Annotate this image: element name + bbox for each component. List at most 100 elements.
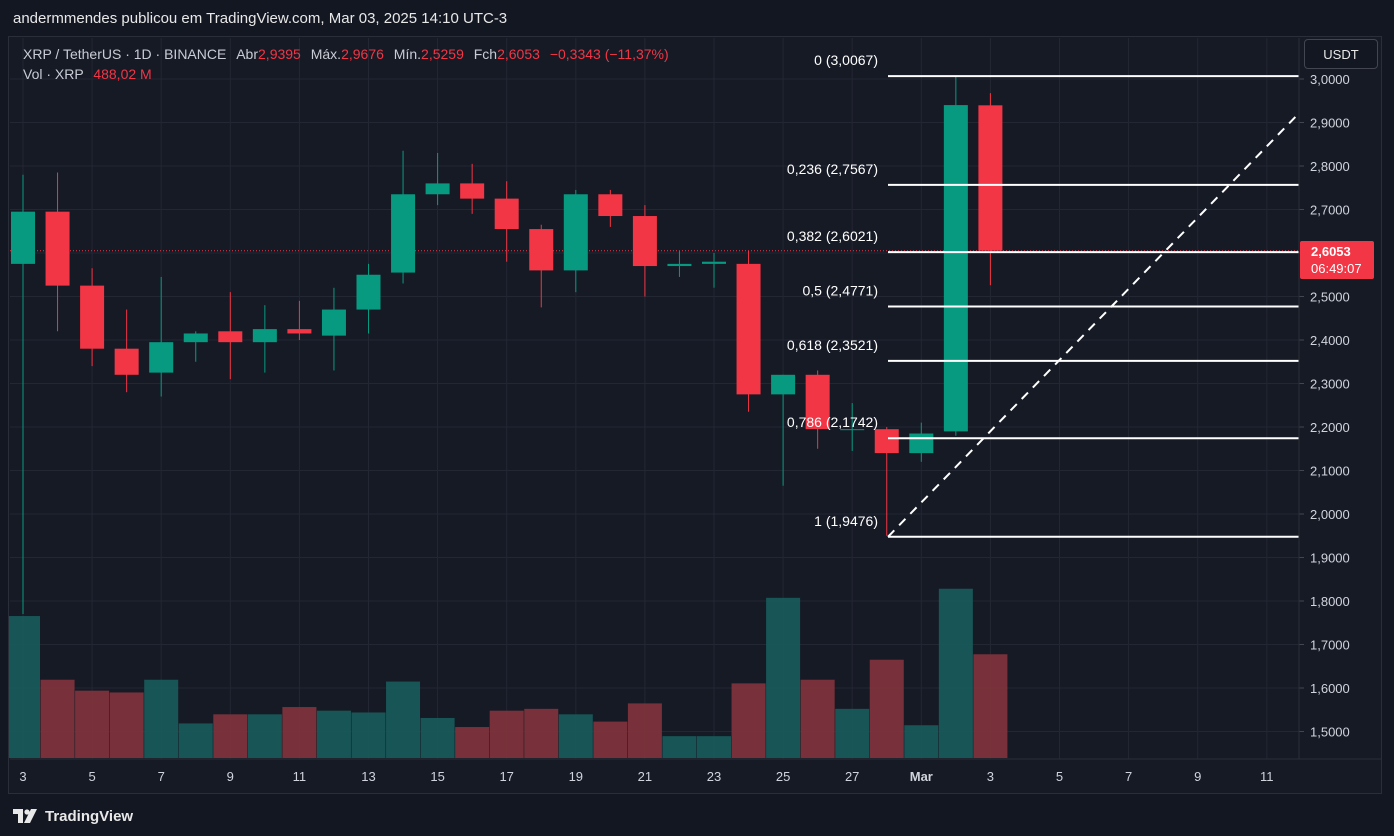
header-bar: andermmendes publicou em TradingView.com… bbox=[0, 0, 1394, 36]
brand-name: TradingView bbox=[45, 807, 134, 825]
time-axis-label: 9 bbox=[1194, 769, 1201, 784]
candle-body bbox=[736, 263, 761, 395]
price-axis-label: 2,2000 bbox=[1310, 420, 1350, 435]
candle-body bbox=[425, 183, 450, 195]
candle-body bbox=[287, 329, 312, 334]
low-label: Mín. bbox=[393, 46, 422, 62]
candle-body bbox=[149, 342, 174, 373]
volume-bar bbox=[213, 714, 248, 758]
price-axis-label: 1,7000 bbox=[1310, 638, 1350, 653]
close-value: 2,6053 bbox=[497, 46, 540, 62]
price-axis-label: 2,4000 bbox=[1310, 333, 1350, 348]
candle-body bbox=[11, 211, 35, 264]
brand-logo[interactable]: TradingView bbox=[13, 806, 133, 826]
volume-bar bbox=[627, 703, 662, 758]
candle-body bbox=[978, 105, 1003, 251]
time-axis-label: 11 bbox=[1260, 769, 1274, 784]
candle-body bbox=[702, 261, 726, 264]
volume-bar bbox=[697, 736, 731, 758]
price-axis-label: 2,0000 bbox=[1310, 507, 1350, 522]
time-axis-label: 7 bbox=[1125, 769, 1132, 784]
fib-level-label: 0,382 (2,6021) bbox=[787, 228, 878, 244]
volume-label[interactable]: Vol · XRP bbox=[23, 66, 84, 82]
candle-body bbox=[805, 374, 830, 430]
low-value: 2,5259 bbox=[421, 46, 464, 62]
candle-body bbox=[391, 194, 416, 273]
candles bbox=[11, 76, 1003, 615]
candle-body bbox=[45, 211, 70, 286]
volume-bar bbox=[351, 712, 386, 758]
currency-button[interactable]: USDT bbox=[1304, 39, 1378, 69]
time-axis-label: 13 bbox=[361, 769, 375, 784]
fib-trend-line bbox=[887, 114, 1298, 538]
volume-value: 488,02 M bbox=[93, 66, 152, 82]
volume-bar bbox=[731, 683, 766, 758]
candle-body bbox=[667, 263, 692, 267]
time-axis-label: 3 bbox=[987, 769, 994, 784]
time-axis-label: Mar bbox=[910, 769, 933, 784]
volume-bar bbox=[282, 707, 317, 758]
bar-countdown: 06:49:07 bbox=[1311, 261, 1362, 276]
time-axis: 3 5 7 9 11 13 15 17 19 21 23 25 27 Mar 3 5 7 9 11 bbox=[10, 38, 1381, 784]
chart-panel[interactable]: 0 (3,0067) 0,236 (2,7567) 0,382 (2,6021) 0,… bbox=[8, 36, 1382, 794]
volume-bar bbox=[973, 654, 1008, 758]
volume-bar bbox=[869, 659, 904, 758]
fib-level-label: 0,5 (2,4771) bbox=[803, 282, 879, 298]
time-axis-label: 17 bbox=[499, 769, 513, 784]
volume-legend: Vol · XRP 488,02 M bbox=[23, 64, 669, 84]
volume-bar bbox=[144, 679, 179, 758]
candle-body bbox=[356, 274, 381, 310]
volume-bar bbox=[316, 710, 351, 758]
fib-level-label: 0,618 (2,3521) bbox=[787, 337, 878, 353]
volume-bar bbox=[75, 690, 110, 758]
candle-body bbox=[632, 216, 657, 267]
time-axis-label: 23 bbox=[707, 769, 721, 784]
last-price-badge: 2,6053 06:49:07 bbox=[1300, 241, 1374, 279]
price-axis-label: 1,9000 bbox=[1310, 551, 1350, 566]
time-axis-label: 19 bbox=[569, 769, 583, 784]
volume-bar bbox=[9, 616, 40, 758]
open-label: Abr bbox=[236, 46, 259, 62]
candle-body bbox=[114, 348, 139, 375]
symbol-label[interactable]: XRP / TetherUS · 1D · BINANCE bbox=[23, 46, 227, 62]
candle-body bbox=[909, 433, 934, 454]
volume-bar bbox=[800, 679, 835, 758]
candle-body bbox=[321, 309, 346, 336]
price-chart[interactable]: 0 (3,0067) 0,236 (2,7567) 0,382 (2,6021) 0,… bbox=[9, 37, 1381, 793]
ohlc-legend: XRP / TetherUS · 1D · BINANCE Abr2,9395 … bbox=[23, 44, 669, 64]
volume-bar bbox=[662, 736, 697, 758]
candle-body bbox=[598, 194, 623, 217]
candle-body bbox=[563, 194, 588, 271]
time-axis-label: 9 bbox=[227, 769, 234, 784]
chart-legend: XRP / TetherUS · 1D · BINANCE Abr2,9395 … bbox=[23, 44, 669, 84]
candle-body bbox=[80, 285, 105, 349]
time-axis-label: 25 bbox=[776, 769, 790, 784]
volume-bar bbox=[489, 710, 524, 758]
candle-body bbox=[252, 329, 277, 343]
volume-bar bbox=[766, 597, 801, 758]
volume-bar bbox=[835, 708, 870, 758]
price-axis-label: 3,0000 bbox=[1310, 72, 1350, 87]
candle-body bbox=[460, 183, 485, 199]
candle-body bbox=[183, 333, 208, 343]
time-axis-label: 7 bbox=[158, 769, 165, 784]
volume-bar bbox=[109, 692, 144, 758]
volume-bar bbox=[386, 681, 421, 758]
candle-body bbox=[529, 229, 554, 271]
candle-body bbox=[874, 429, 899, 454]
candle-body bbox=[218, 331, 243, 343]
time-axis-label: 11 bbox=[293, 769, 307, 784]
tradingview-logo-icon bbox=[13, 809, 37, 823]
grid-lines bbox=[10, 38, 1299, 759]
price-axis-label: 2,8000 bbox=[1310, 159, 1350, 174]
price-axis-label: 2,3000 bbox=[1310, 377, 1350, 392]
fib-level-label: 0,236 (2,7567) bbox=[787, 161, 878, 177]
time-axis-label: 27 bbox=[845, 769, 859, 784]
volume-bar bbox=[558, 714, 593, 758]
time-axis-label: 21 bbox=[638, 769, 652, 784]
price-axis-label: 1,8000 bbox=[1310, 594, 1350, 609]
candle-body bbox=[943, 105, 968, 432]
publisher-caption: andermmendes publicou em TradingView.com… bbox=[13, 10, 508, 27]
volume-bar bbox=[420, 717, 455, 758]
price-axis-label: 2,9000 bbox=[1310, 116, 1350, 131]
